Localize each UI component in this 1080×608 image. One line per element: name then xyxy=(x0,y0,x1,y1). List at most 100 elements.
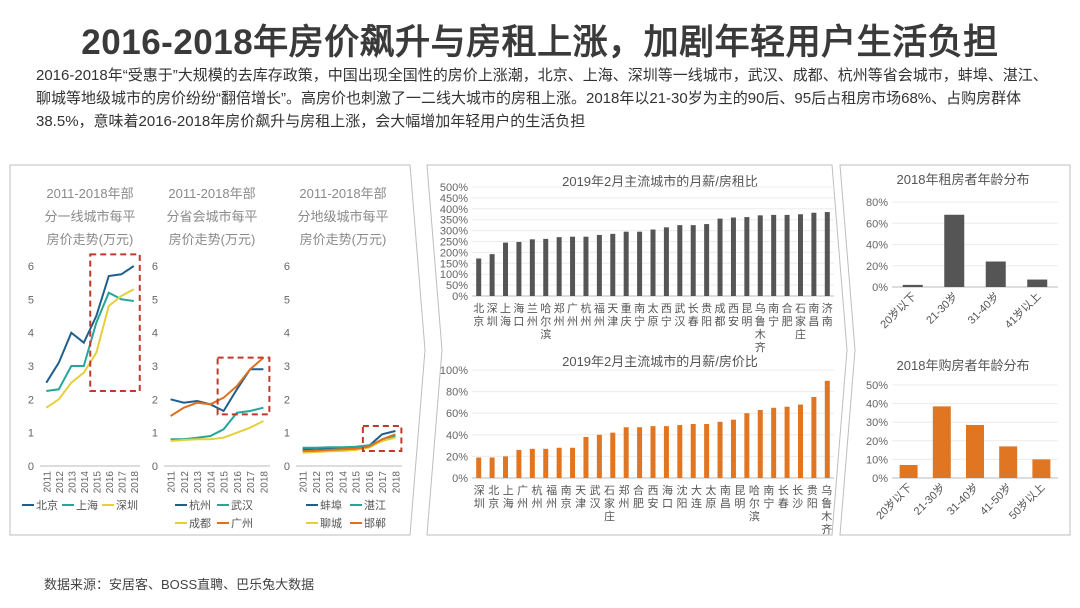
bar-chart-renter-age: 2018年租房者年龄分布 0% 20% 40% 60% 80% 20岁以下 21-30岁 31-… xyxy=(866,172,1058,331)
x-tick-label: 上海 xyxy=(500,302,511,328)
bar xyxy=(543,238,549,296)
bar xyxy=(596,234,602,296)
x-tick-label: 武汉 xyxy=(590,484,601,510)
y-tick-label: 0 xyxy=(28,461,34,473)
series-line-成都 xyxy=(170,420,264,442)
x-tick-label: 2012 xyxy=(312,471,323,494)
x-tick-label: 贵阳 xyxy=(701,302,712,328)
x-tick-label: 2018 xyxy=(391,471,402,494)
chart-title: 2019年2月主流城市的月薪/房租比 xyxy=(562,174,758,189)
panel-ratio-charts xyxy=(426,164,848,536)
x-tick-label: 2017 xyxy=(117,471,128,494)
bar xyxy=(583,436,589,478)
bar xyxy=(516,449,522,478)
y-tick-label: 0 xyxy=(284,461,290,473)
bar xyxy=(704,424,710,478)
x-tick-label: 2013 xyxy=(325,471,336,494)
bar xyxy=(489,254,495,296)
panel-age-charts xyxy=(839,164,1071,536)
legend-label: 蚌埠 xyxy=(320,498,342,512)
bar xyxy=(999,446,1018,478)
x-tick-label: 哈尔滨 xyxy=(540,302,551,341)
bar xyxy=(570,236,576,296)
x-tick-label: 41岁以上 xyxy=(1001,289,1043,331)
x-tick-label: 南昌 xyxy=(720,484,731,510)
x-tick-label: 大连 xyxy=(691,483,702,510)
bar xyxy=(1032,459,1051,478)
x-tick-label: 2015 xyxy=(220,471,231,494)
legend-label: 广州 xyxy=(231,517,253,530)
bar xyxy=(529,448,535,478)
y-tick-label: 2 xyxy=(152,394,158,406)
x-tick-label: 2018 xyxy=(130,471,141,494)
y-tick-label: 40% xyxy=(866,240,888,252)
x-tick-label: 昆明 xyxy=(734,484,745,510)
x-tick-label: 2014 xyxy=(80,471,91,494)
x-tick-label: 乌鲁木齐 xyxy=(821,483,832,536)
y-tick-label: 150% xyxy=(440,258,468,270)
x-tick-label: 长沙 xyxy=(792,484,803,510)
x-tick-label: 乌鲁木齐 xyxy=(755,301,766,354)
chart-title-line: 2011-2018年部 xyxy=(299,186,386,201)
y-tick-label: 1 xyxy=(28,428,34,440)
bar xyxy=(744,413,750,478)
bar xyxy=(529,239,535,296)
chart-title: 2018年租房者年龄分布 xyxy=(897,172,1030,187)
bar xyxy=(811,212,817,296)
bar xyxy=(503,242,509,296)
bar xyxy=(503,456,509,478)
bar xyxy=(610,233,616,296)
x-tick-label: 合肥 xyxy=(782,301,793,328)
x-tick-label: 北京 xyxy=(473,302,484,328)
chart-title-line: 分地级城市每平 xyxy=(297,209,388,224)
bar xyxy=(623,427,629,478)
y-tick-label: 20% xyxy=(446,451,468,463)
x-tick-label: 2016 xyxy=(233,471,244,494)
x-tick-label: 南宁 xyxy=(768,302,779,328)
bar xyxy=(797,214,803,296)
bar-chart-salary-rent: 2019年2月主流城市的月薪/房租比0%50%100%150%200%250%3… xyxy=(440,174,834,354)
legend-label: 聊城 xyxy=(320,516,342,530)
bar xyxy=(899,464,918,478)
chart-title-line: 分省会城市每平 xyxy=(166,209,257,224)
panel-line-charts xyxy=(9,164,426,536)
bar xyxy=(784,214,790,296)
x-tick-label: 2016 xyxy=(105,471,116,494)
bar xyxy=(690,424,696,478)
y-tick-label: 10% xyxy=(866,454,888,466)
bar xyxy=(985,261,1006,287)
x-tick-label: 南京 xyxy=(561,484,572,510)
x-tick-label: 50岁以上 xyxy=(1006,480,1048,522)
y-tick-label: 1 xyxy=(284,428,290,440)
x-tick-label: 北京 xyxy=(488,484,499,510)
y-tick-label: 80% xyxy=(446,387,468,399)
x-tick-label: 2011 xyxy=(167,471,178,493)
bar xyxy=(570,447,576,478)
y-tick-label: 0% xyxy=(452,291,468,303)
bar-chart-buyer-age: 2018年购房者年龄分布 0% 10% 20% 30% 40% 50% 20岁以下21-30岁… xyxy=(866,358,1058,522)
legend-label: 杭州 xyxy=(189,498,211,512)
x-tick-label: 福州 xyxy=(594,301,605,328)
y-tick-label: 60% xyxy=(866,218,888,230)
highlight-box xyxy=(216,356,271,416)
x-tick-label: 石家庄 xyxy=(604,485,615,523)
y-tick-label: 0% xyxy=(872,282,888,294)
bar xyxy=(610,432,616,478)
intro-paragraph: 2016-2018年“受惠于”大规模的去库存政策，中国出现全国性的房价上涨潮，北… xyxy=(36,67,1048,130)
bar xyxy=(677,425,683,478)
bar xyxy=(1027,279,1048,287)
y-tick-label: 50% xyxy=(866,380,888,392)
bar xyxy=(717,218,723,296)
x-tick-label: 2017 xyxy=(246,471,257,494)
x-tick-label: 2011 xyxy=(42,471,53,493)
chart-title-line: 房价走势(万元) xyxy=(300,232,387,247)
x-tick-label: 2014 xyxy=(338,471,349,494)
bar xyxy=(650,426,656,478)
x-tick-label: 广州 xyxy=(567,302,578,328)
x-tick-label: 太原 xyxy=(648,302,659,328)
bar xyxy=(690,225,696,296)
legend-label: 北京 xyxy=(36,498,58,512)
bar xyxy=(744,217,750,296)
